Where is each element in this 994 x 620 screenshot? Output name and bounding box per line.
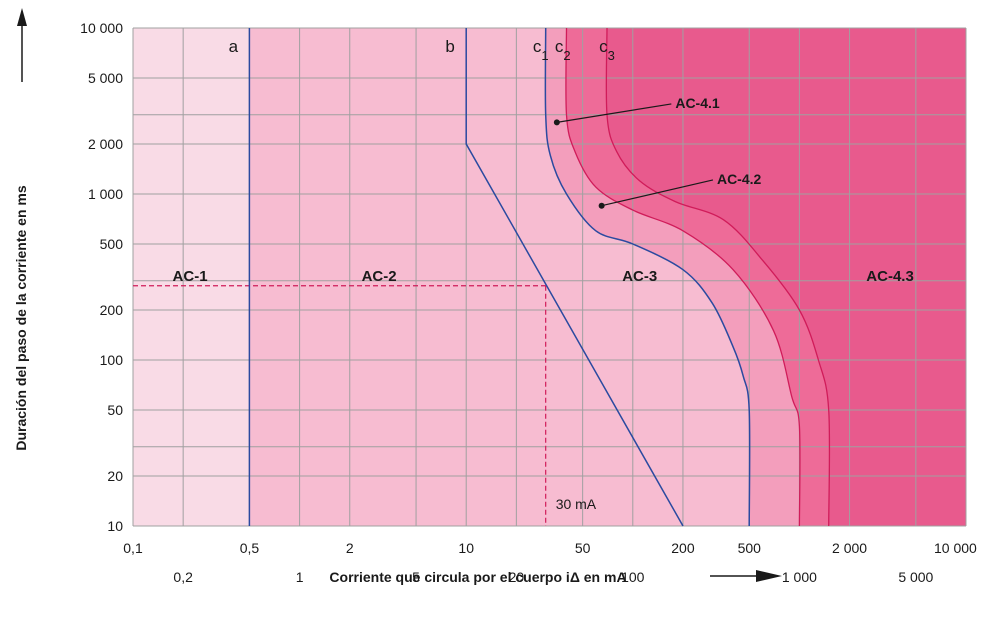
curve-label-sub: 1 [541, 48, 548, 63]
curve-c2 [565, 27, 801, 527]
x-tick-label: 2 [346, 540, 354, 556]
y-tick-label: 200 [100, 302, 124, 318]
annotation-dot [598, 202, 605, 209]
x-tick-label: 2 000 [832, 540, 867, 556]
y-tick-label: 10 [107, 518, 123, 534]
y-tick-label: 1 000 [88, 186, 123, 202]
zone-label: AC-2 [362, 268, 397, 285]
x-tick-label-lower: 1 [296, 569, 304, 585]
x-tick-label-lower: 100 [621, 569, 645, 585]
x-tick-label: 200 [671, 540, 695, 556]
y-axis-arrow [17, 8, 27, 82]
zone-ac43-bg [606, 28, 966, 526]
annotation-label: AC-4.1 [675, 95, 720, 111]
x-axis-title: Corriente que circula por el cuerpo iΔ e… [329, 569, 626, 585]
annotation-dot [553, 119, 560, 126]
x-tick-label-lower: 5 000 [898, 569, 933, 585]
y-tick-label: 500 [100, 236, 124, 252]
curve-c1 [544, 27, 751, 527]
zone-backgrounds [133, 28, 966, 526]
x-tick-label: 0,1 [123, 540, 143, 556]
x-tick-label: 10 [458, 540, 474, 556]
curve-c3 [605, 27, 831, 527]
curve-label-sub: 2 [563, 48, 570, 63]
annotation-leader [601, 179, 714, 207]
x-tick-label: 0,5 [240, 540, 260, 556]
y-tick-label: 20 [107, 468, 123, 484]
y-axis-title: Duración del paso de la corriente en ms [13, 185, 29, 451]
zone-label: AC-4.3 [866, 268, 914, 285]
x-axis-arrow [710, 570, 782, 582]
y-tick-label: 10 000 [80, 20, 123, 36]
reference-label: 30 mA [556, 496, 597, 512]
curve-label-sub: 3 [608, 48, 615, 63]
annotation-label: AC-4.2 [717, 171, 762, 187]
y-tick-label: 5 000 [88, 70, 123, 86]
curves [133, 27, 831, 527]
zone-label: AC-1 [173, 268, 208, 285]
zone-label: AC-3 [622, 268, 657, 285]
x-tick-label: 500 [738, 540, 762, 556]
x-tick-label: 50 [575, 540, 591, 556]
x-tick-label-lower: 20 [509, 569, 525, 585]
x-tick-label-lower: 1 000 [782, 569, 817, 585]
curve-label-a: a [229, 37, 239, 56]
curve-label-b: b [445, 37, 454, 56]
y-tick-label: 2 000 [88, 136, 123, 152]
curve-b [465, 28, 684, 527]
annotation-leader [556, 103, 672, 123]
x-tick-label-lower: 5 [412, 569, 420, 585]
x-tick-label-lower: 0,2 [173, 569, 193, 585]
y-tick-label: 100 [100, 352, 124, 368]
x-tick-label: 10 000 [934, 540, 977, 556]
y-tick-label: 50 [107, 402, 123, 418]
